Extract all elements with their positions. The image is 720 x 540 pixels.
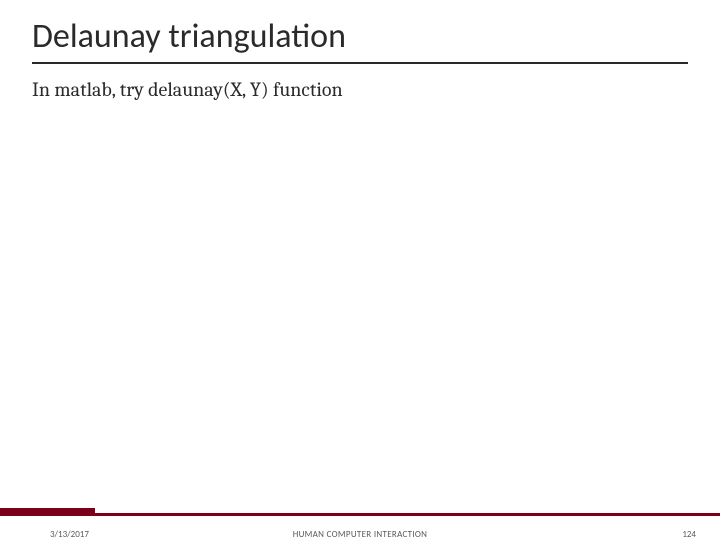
slide-body-text: In matlab, try delaunay(X, Y) function [32, 78, 343, 101]
slide: Delaunay triangulation In matlab, try de… [0, 0, 720, 540]
title-underline [32, 62, 688, 64]
footer-center-text: HUMAN COMPUTER INTERACTION [0, 529, 720, 540]
footer-page-number: 124 [682, 529, 696, 540]
slide-title: Delaunay triangulation [32, 16, 346, 57]
footer-accent-bar [0, 508, 720, 528]
